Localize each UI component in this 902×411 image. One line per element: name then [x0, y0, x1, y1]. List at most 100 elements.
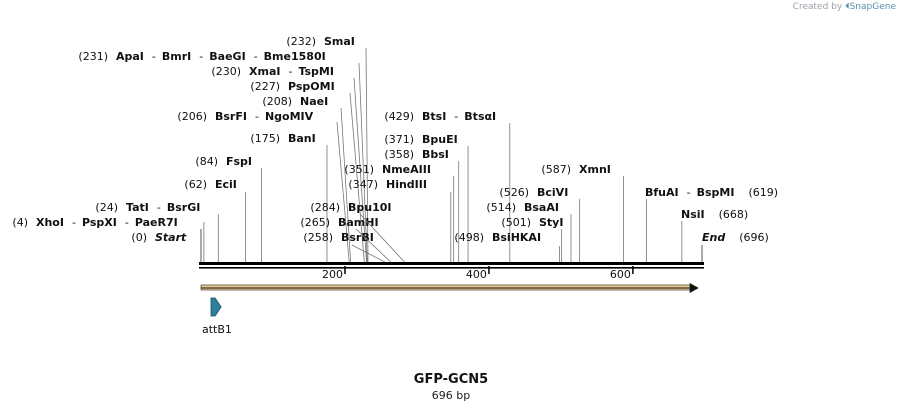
cut-site-position: (284)	[310, 201, 340, 214]
cut-site-end: End (696)	[701, 231, 769, 263]
enzyme-name: BciVI	[537, 186, 568, 199]
cut-site-pspomi: (227) PspOMI	[250, 80, 365, 264]
enzyme-name: BtsI	[422, 110, 446, 123]
name-separator: -	[255, 110, 259, 123]
cut-site-xmni: (587) XmnI	[541, 163, 624, 263]
snapgene-credit: Created by ⏴SnapGene	[793, 2, 896, 12]
enzyme-name: Start	[155, 231, 187, 244]
enzyme-name: BpuEI	[422, 133, 458, 146]
cut-site-smai: (232) SmaI	[286, 35, 369, 264]
cut-site-tick	[351, 244, 387, 264]
name-separator: -	[254, 50, 258, 63]
name-separator: -	[288, 65, 292, 78]
cut-site-position: (0)	[131, 231, 147, 244]
cut-site-position: (265)	[300, 216, 330, 229]
cut-site-position: (230)	[211, 65, 241, 78]
enzyme-name: BsrFI	[215, 110, 247, 123]
cut-site-position: (175)	[250, 132, 280, 145]
enzyme-name: PspOMI	[288, 80, 335, 93]
cut-site-bsrbi: (258) BsrBI	[303, 231, 387, 264]
cut-site-bani: (175) BanI	[250, 132, 328, 263]
cut-site-ecii: (62) EciI	[184, 178, 247, 263]
enzyme-name: XhoI	[36, 216, 64, 229]
name-separator: -	[454, 110, 458, 123]
backbone-strand-top	[199, 262, 704, 265]
credit-brand: SnapGene	[849, 2, 896, 12]
cut-site-position: (227)	[250, 80, 280, 93]
cut-site-styi: (501) StyI	[501, 216, 563, 263]
feature-arrow-icon	[210, 297, 222, 317]
enzyme-name: BsrBI	[341, 231, 374, 244]
enzyme-name: NgoMIV	[265, 110, 314, 123]
cut-site-bsihkai: (498) BsiHKAI	[454, 231, 560, 263]
cut-site-position: (358)	[384, 148, 414, 161]
enzyme-name: StyI	[539, 216, 563, 229]
enzyme-name: XmaI	[249, 65, 280, 78]
cut-site-position: (696)	[739, 231, 769, 244]
enzyme-name: BsrGI	[167, 201, 200, 214]
cut-site-position: (258)	[303, 231, 333, 244]
cut-site-tick	[358, 62, 368, 264]
enzyme-name: BsaAI	[524, 201, 559, 214]
sequence-name: GFP-GCN5	[413, 372, 489, 387]
name-separator: -	[72, 216, 76, 229]
cut-site-position: (619)	[748, 186, 778, 199]
cut-site-xhoi: (4) XhoI - PspXI - PaeR7I	[12, 216, 205, 263]
enzyme-name: PspXI	[82, 216, 117, 229]
cut-site-tick	[359, 213, 406, 264]
cut-site-bpuei: (371) BpuEI	[384, 133, 469, 263]
enzyme-name: BsiHKAI	[492, 231, 541, 244]
feature-label: attB1	[202, 323, 232, 336]
cut-site-bcivi: (526) BciVI	[499, 186, 581, 263]
enzyme-name: ApaI	[116, 50, 144, 63]
overview-arrow-head	[689, 283, 699, 293]
cut-site-bamhi: (265) BamHI	[300, 216, 393, 264]
name-separator: -	[687, 186, 691, 199]
cut-site-position: (526)	[499, 186, 529, 199]
cut-site-position: (501)	[501, 216, 531, 229]
cut-site-tick	[340, 107, 352, 264]
cut-site-position: (347)	[348, 178, 378, 191]
enzyme-name: NmeAIII	[382, 163, 431, 176]
cut-site-position: (206)	[177, 110, 207, 123]
name-separator: -	[152, 50, 156, 63]
enzyme-name: HindIII	[386, 178, 427, 191]
enzyme-name: Bpu10I	[348, 201, 392, 214]
cut-site-fspi: (84) FspI	[195, 155, 262, 263]
cut-site-bpu10i: (284) Bpu10I	[310, 201, 406, 264]
enzyme-name: Bme1580I	[264, 50, 326, 63]
enzyme-name: BaeGI	[209, 50, 245, 63]
cut-site-position: (231)	[78, 50, 108, 63]
cut-site-tick	[365, 47, 369, 264]
snapgene-logo-icon: ⏴	[845, 2, 850, 12]
enzyme-name: BtsαI	[464, 110, 496, 123]
cut-site-nsii: NsiI (668)	[681, 208, 748, 263]
ruler-tick-label: 200	[322, 268, 343, 281]
enzyme-name: BbsI	[422, 148, 449, 161]
cut-site-start: (0) Start	[131, 229, 202, 263]
name-separator: -	[157, 201, 161, 214]
cut-site-xmai: (230) XmaI - TspMI	[211, 65, 367, 264]
sequence-length: 696 bp	[431, 389, 471, 402]
cut-site-position: (429)	[384, 110, 414, 123]
enzyme-name: BmrI	[162, 50, 191, 63]
cut-site-bsaai: (514) BsaAI	[486, 201, 572, 263]
cut-site-position: (24)	[95, 201, 118, 214]
enzyme-name: FspI	[226, 155, 252, 168]
name-separator: -	[199, 50, 203, 63]
ruler-tick-label: 600	[610, 268, 631, 281]
enzyme-name: EciI	[215, 178, 237, 191]
enzyme-name: BspMI	[697, 186, 735, 199]
cut-site-bsrfi: (206) BsrFI - NgoMIV	[177, 110, 350, 264]
name-separator: -	[125, 216, 129, 229]
enzyme-name: BanI	[288, 132, 316, 145]
enzyme-name: NaeI	[300, 95, 328, 108]
cut-site-tick	[355, 228, 393, 264]
cut-site-bbsi: (358) BbsI	[384, 148, 460, 263]
backbone-strand-bottom	[199, 267, 704, 269]
cut-site-bfuai: BfuAI - BspMI (619)	[645, 186, 778, 263]
enzyme-name: BamHI	[338, 216, 379, 229]
cut-site-position: (232)	[286, 35, 316, 48]
cut-site-nmeaiii: (351) NmeAIII	[344, 163, 455, 263]
